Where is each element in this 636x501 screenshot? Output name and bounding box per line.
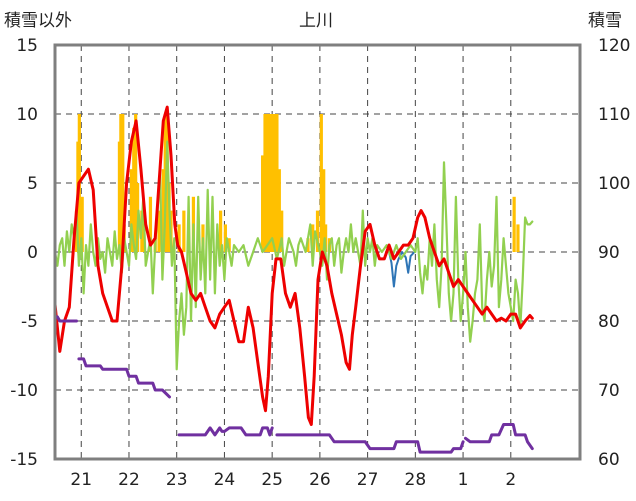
bar [280,210,284,252]
red-series-line [53,105,534,426]
x-tick-label: 21 [70,470,92,490]
bar [306,238,310,252]
bar [161,169,165,252]
bar [132,127,136,252]
bar [270,114,274,252]
bar [263,114,267,252]
x-tick-label: 1 [458,470,469,490]
bar [261,155,265,252]
purple-series-line [77,357,171,399]
left-y-tick-label: 15 [16,36,38,56]
left-y-axis: 15 10 5 0 -5 -10 -15 [10,36,38,470]
x-tick-label: 27 [357,470,379,490]
right-y-tick-label: 110 [598,105,630,125]
bar [148,196,153,252]
bar [265,114,269,252]
bar [141,224,145,252]
x-tick-label: 24 [214,470,236,490]
bar [134,114,138,252]
right-y-tick-label: 60 [598,450,620,470]
left-axis-title: 積雪以外 [4,11,72,31]
x-tick-label: 25 [261,470,283,490]
right-y-tick-label: 120 [598,36,630,56]
x-tick-label: 22 [118,470,140,490]
x-tick-label: 26 [309,470,331,490]
bar [512,196,516,252]
right-y-axis: 120 110 100 90 80 70 60 [598,36,630,470]
bar [219,210,223,252]
bar [319,114,323,252]
plot-frame [53,43,582,461]
x-tick-label: 28 [405,470,427,490]
left-y-tick-label: 5 [27,174,38,194]
left-y-tick-label: 0 [27,243,38,263]
bar [272,114,277,252]
bar [277,169,281,252]
right-y-tick-label: 100 [598,174,630,194]
left-y-tick-label: -15 [10,450,38,470]
green-series-line [53,140,534,371]
bar [182,210,186,252]
x-axis: 21 22 23 24 25 26 27 28 1 2 [70,470,516,490]
purple-series-line [177,426,274,437]
bar [157,210,161,252]
right-y-tick-label: 70 [598,381,620,401]
right-axis-title: 積雪 [588,11,622,31]
x-tick-label: 23 [166,470,188,490]
bar [80,196,84,252]
bar [129,169,133,252]
bar [165,114,169,252]
left-y-tick-label: -5 [21,312,38,332]
chart-title: 上川 [299,11,333,31]
bar [227,238,231,252]
purple-series-line [464,423,534,451]
bar [275,114,279,252]
bar [516,224,520,252]
bar [177,224,181,252]
bar [315,210,320,252]
bar [268,114,272,252]
bar [121,114,125,252]
bar [119,114,123,252]
bar [322,169,326,252]
bar [223,224,227,252]
purple-series-line [275,433,465,454]
left-y-tick-label: 10 [16,105,38,125]
right-y-tick-label: 80 [598,312,620,332]
x-tick-label: 2 [505,470,516,490]
bar [311,224,315,252]
left-y-tick-label: -10 [10,381,38,401]
right-y-tick-label: 90 [598,243,620,263]
